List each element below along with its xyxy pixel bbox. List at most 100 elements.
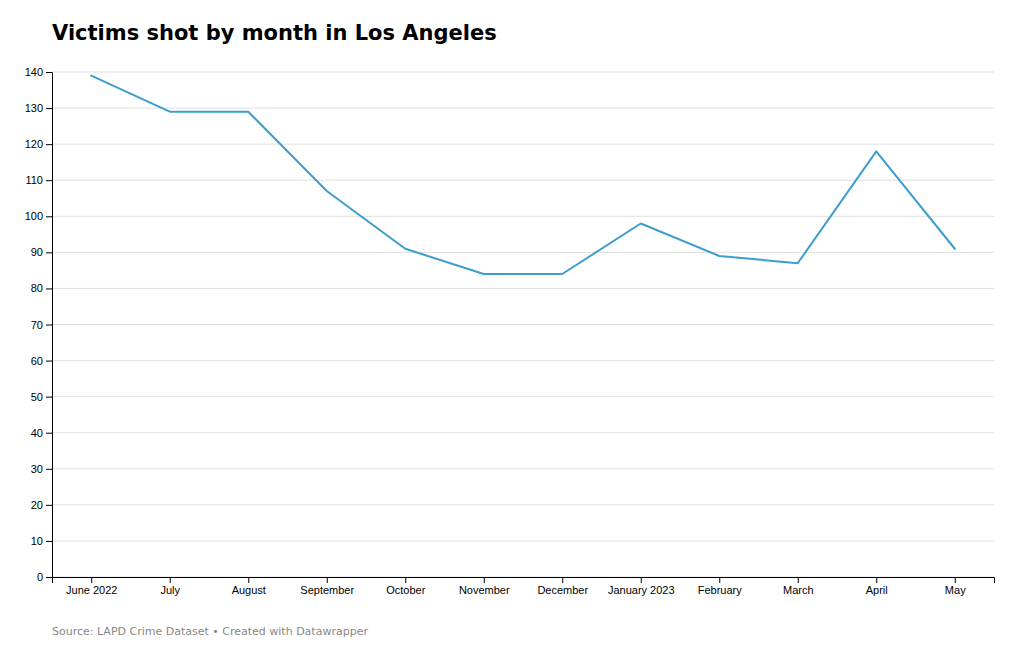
tick-mark bbox=[46, 108, 52, 109]
grid-line bbox=[52, 108, 994, 109]
tick-mark bbox=[248, 577, 249, 583]
tick: 60 bbox=[31, 355, 52, 367]
tick-mark bbox=[46, 505, 52, 506]
tick-mark bbox=[46, 216, 52, 217]
tick-label: July bbox=[160, 584, 180, 596]
tick-label: February bbox=[698, 584, 743, 596]
grid-line bbox=[52, 432, 994, 433]
tick-mark bbox=[91, 577, 92, 583]
tick: December bbox=[537, 577, 588, 596]
tick: 130 bbox=[25, 102, 52, 114]
y-axis: 0 10 20 30 40 50 60 70 80 90 100 110 120 130 140 bbox=[25, 66, 53, 583]
tick-mark bbox=[46, 361, 52, 362]
tick-mark bbox=[46, 397, 52, 398]
tick-label: December bbox=[537, 584, 588, 596]
tick-mark bbox=[641, 577, 642, 583]
tick: 30 bbox=[31, 463, 52, 475]
tick-mark bbox=[46, 433, 52, 434]
tick-label: 140 bbox=[25, 66, 43, 78]
tick: 20 bbox=[31, 499, 52, 511]
tick-label: August bbox=[232, 584, 266, 596]
tick-label: April bbox=[866, 584, 888, 596]
tick: July bbox=[160, 577, 180, 596]
grid-line bbox=[52, 144, 994, 145]
tick: November bbox=[459, 577, 510, 596]
grid-line bbox=[52, 504, 994, 505]
grid-line bbox=[52, 216, 994, 217]
tick: September bbox=[300, 577, 354, 596]
tick-label: January 2023 bbox=[608, 584, 675, 596]
tick: May bbox=[945, 577, 966, 596]
tick-mark bbox=[46, 288, 52, 289]
tick-mark bbox=[876, 577, 877, 583]
tick: 10 bbox=[31, 535, 52, 547]
tick: 90 bbox=[31, 246, 52, 258]
marks bbox=[91, 76, 955, 274]
tick-mark bbox=[170, 577, 171, 583]
tick-mark bbox=[46, 72, 52, 73]
tick-label: 100 bbox=[25, 210, 43, 222]
tick-label: September bbox=[300, 584, 354, 596]
title: Victims shot by month in Los Angeles bbox=[52, 21, 497, 45]
tick: 140 bbox=[25, 66, 52, 78]
tick-label: 80 bbox=[31, 282, 43, 294]
tick-mark bbox=[46, 577, 52, 578]
x-axis: June 2022 July August September October Novem… bbox=[53, 577, 995, 596]
tick-label: 90 bbox=[31, 246, 43, 258]
line bbox=[91, 76, 955, 274]
tick-mark bbox=[562, 577, 563, 583]
tick: June 2022 bbox=[66, 577, 117, 596]
tick: March bbox=[783, 577, 814, 596]
tick: 70 bbox=[31, 319, 52, 331]
tick-label: 50 bbox=[31, 391, 43, 403]
tick: 0 bbox=[37, 571, 52, 583]
tick-label: 10 bbox=[31, 535, 43, 547]
tick-label: 120 bbox=[25, 138, 43, 150]
tick-mark bbox=[405, 577, 406, 583]
tick-mark bbox=[719, 577, 720, 583]
tick-mark bbox=[46, 541, 52, 542]
tick-mark bbox=[46, 469, 52, 470]
tick-mark bbox=[46, 325, 52, 326]
grid-line bbox=[52, 540, 994, 541]
tick-mark bbox=[484, 577, 485, 583]
chart: 0 10 20 30 40 50 60 70 80 90 100 110 120 130 140 June 2… bbox=[0, 0, 1024, 649]
tick-label: June 2022 bbox=[66, 584, 117, 596]
plot-area: 0 10 20 30 40 50 60 70 80 90 100 110 120 130 140 June 2… bbox=[25, 66, 995, 596]
tick: October bbox=[386, 577, 425, 596]
tick: 120 bbox=[25, 138, 52, 150]
tick: 40 bbox=[31, 427, 52, 439]
tick-label: March bbox=[783, 584, 814, 596]
caption: Source: LAPD Crime Dataset • Created wit… bbox=[52, 625, 368, 638]
tick-label: 110 bbox=[25, 174, 43, 186]
tick-label: October bbox=[386, 584, 425, 596]
tick-label: November bbox=[459, 584, 510, 596]
tick-label: 30 bbox=[31, 463, 43, 475]
tick-label: 40 bbox=[31, 427, 43, 439]
tick: August bbox=[232, 577, 266, 596]
tick: February bbox=[698, 577, 743, 596]
grid-line bbox=[52, 360, 994, 361]
tick: January 2023 bbox=[608, 577, 675, 596]
axis-line bbox=[46, 73, 53, 578]
tick-mark bbox=[327, 577, 328, 583]
tick: 110 bbox=[25, 174, 52, 186]
tick-mark bbox=[798, 577, 799, 583]
tick-mark bbox=[955, 577, 956, 583]
grid-line bbox=[52, 72, 994, 73]
grid-line bbox=[52, 324, 994, 325]
tick-label: 0 bbox=[37, 571, 43, 583]
grid-line bbox=[52, 288, 994, 289]
tick-mark bbox=[46, 180, 52, 181]
tick-label: 20 bbox=[31, 499, 43, 511]
tick: 80 bbox=[31, 282, 52, 294]
grid bbox=[52, 72, 994, 577]
grid-line bbox=[52, 468, 994, 469]
tick: 50 bbox=[31, 391, 52, 403]
tick-mark bbox=[46, 252, 52, 253]
tick-label: May bbox=[945, 584, 966, 596]
tick-label: 60 bbox=[31, 355, 43, 367]
tick-mark bbox=[46, 144, 52, 145]
tick-label: 70 bbox=[31, 319, 43, 331]
tick: 100 bbox=[25, 210, 52, 222]
